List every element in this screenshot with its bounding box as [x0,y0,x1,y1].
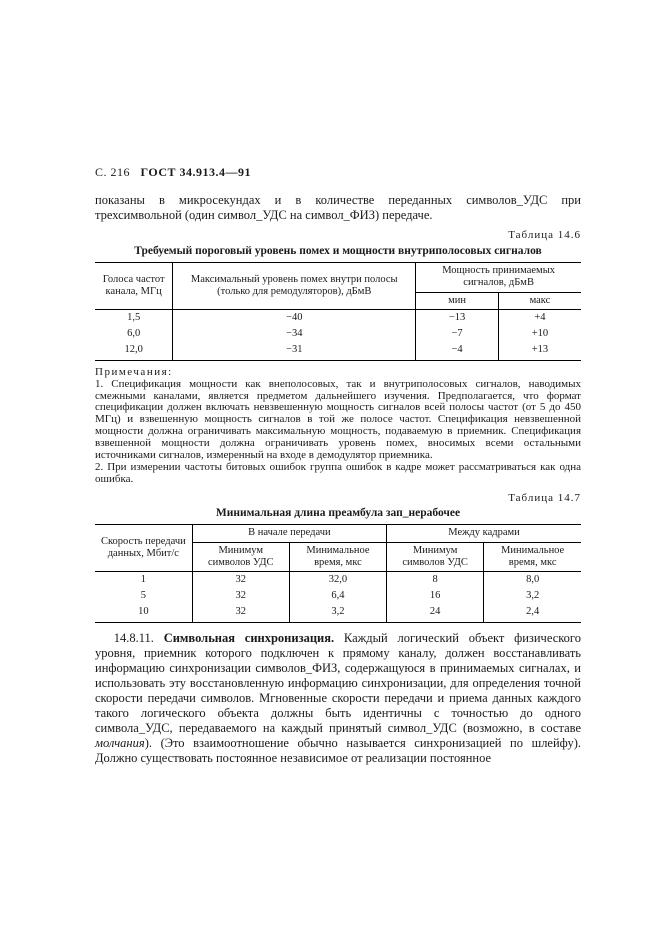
note-2: 2. При измерении частоты битовых ошибок … [95,461,581,485]
cell: 12,0 [95,342,173,361]
t6-h1: Голоса частот канала, МГц [95,263,173,309]
section-body-2: ). (Это взаимоотношение обычно называетс… [95,736,581,765]
cell: 6,4 [289,588,386,604]
cell: 2,4 [484,604,581,623]
t7-s2: Минимальное время, мкс [289,542,386,571]
table-row: 5 32 6,4 16 3,2 [95,588,581,604]
cell: +13 [498,342,581,361]
t6-h3b: макс [498,292,581,309]
cell: −7 [416,326,499,342]
cell: +4 [498,309,581,326]
section-14-8-11: 14.8.11. Символьная синхронизация. Кажды… [95,631,581,766]
cell: 5 [95,588,192,604]
table-row: 1 32 32,0 8 8,0 [95,571,581,588]
table6-title: Требуемый пороговый уровень помех и мощн… [95,245,581,259]
cell: −13 [416,309,499,326]
note-1: 1. Спецификация мощности как внеполосовы… [95,378,581,461]
cell: 3,2 [484,588,581,604]
t7-g1: В начале передачи [192,525,386,542]
t6-h3: Мощность принимаемых сигналов, дБмВ [416,263,581,292]
cell: 32 [192,571,289,588]
cell: 10 [95,604,192,623]
section-emph: молчания [95,736,145,750]
cell: 8,0 [484,571,581,588]
notes-heading: Примечания: [95,366,173,378]
cell: 6,0 [95,326,173,342]
notes-block: Примечания: 1. Спецификация мощности как… [95,367,581,486]
t7-g2: Между кадрами [387,525,581,542]
table6-label: Таблица 14.6 [95,229,581,242]
page-number: С. 216 [95,165,130,179]
section-number: 14.8.11. [114,631,154,645]
table-row: 1,5 −40 −13 +4 [95,309,581,326]
table-6: Голоса частот канала, МГц Максимальный у… [95,262,581,360]
cell: 16 [387,588,484,604]
page: С. 216 ГОСТ 34.913.4—91 показаны в микро… [0,0,661,832]
cell: 24 [387,604,484,623]
cell: 32,0 [289,571,386,588]
table-row: 10 32 3,2 24 2,4 [95,604,581,623]
page-header: С. 216 ГОСТ 34.913.4—91 [95,165,581,179]
table-7: Скорость передачи данных, Мбит/с В начал… [95,524,581,622]
t7-s3: Минимум символов УДС [387,542,484,571]
table7-title: Минимальная длина преамбула зап_нерабоче… [95,507,581,521]
table-row: 6,0 −34 −7 +10 [95,326,581,342]
cell: 8 [387,571,484,588]
section-title: Символьная синхронизация. [164,631,334,645]
t7-s1: Минимум символов УДС [192,542,289,571]
cell: +10 [498,326,581,342]
cell: 1,5 [95,309,173,326]
cell: 1 [95,571,192,588]
t7-h1: Скорость передачи данных, Мбит/с [95,525,192,571]
cell: −40 [173,309,416,326]
section-body-1: Каждый логический объект физического уро… [95,631,581,735]
cell: −4 [416,342,499,361]
cell: −34 [173,326,416,342]
doc-id: ГОСТ 34.913.4—91 [141,165,252,179]
t6-h2: Максимальный уровень помех внутри полосы… [173,263,416,309]
t7-s4: Минимальное время, мкс [484,542,581,571]
cell: 32 [192,604,289,623]
table-row: 12,0 −31 −4 +13 [95,342,581,361]
cell: 32 [192,588,289,604]
cell: −31 [173,342,416,361]
t6-h3a: мин [416,292,499,309]
table7-label: Таблица 14.7 [95,492,581,505]
cell: 3,2 [289,604,386,623]
intro-paragraph: показаны в микросекундах и в количестве … [95,193,581,223]
